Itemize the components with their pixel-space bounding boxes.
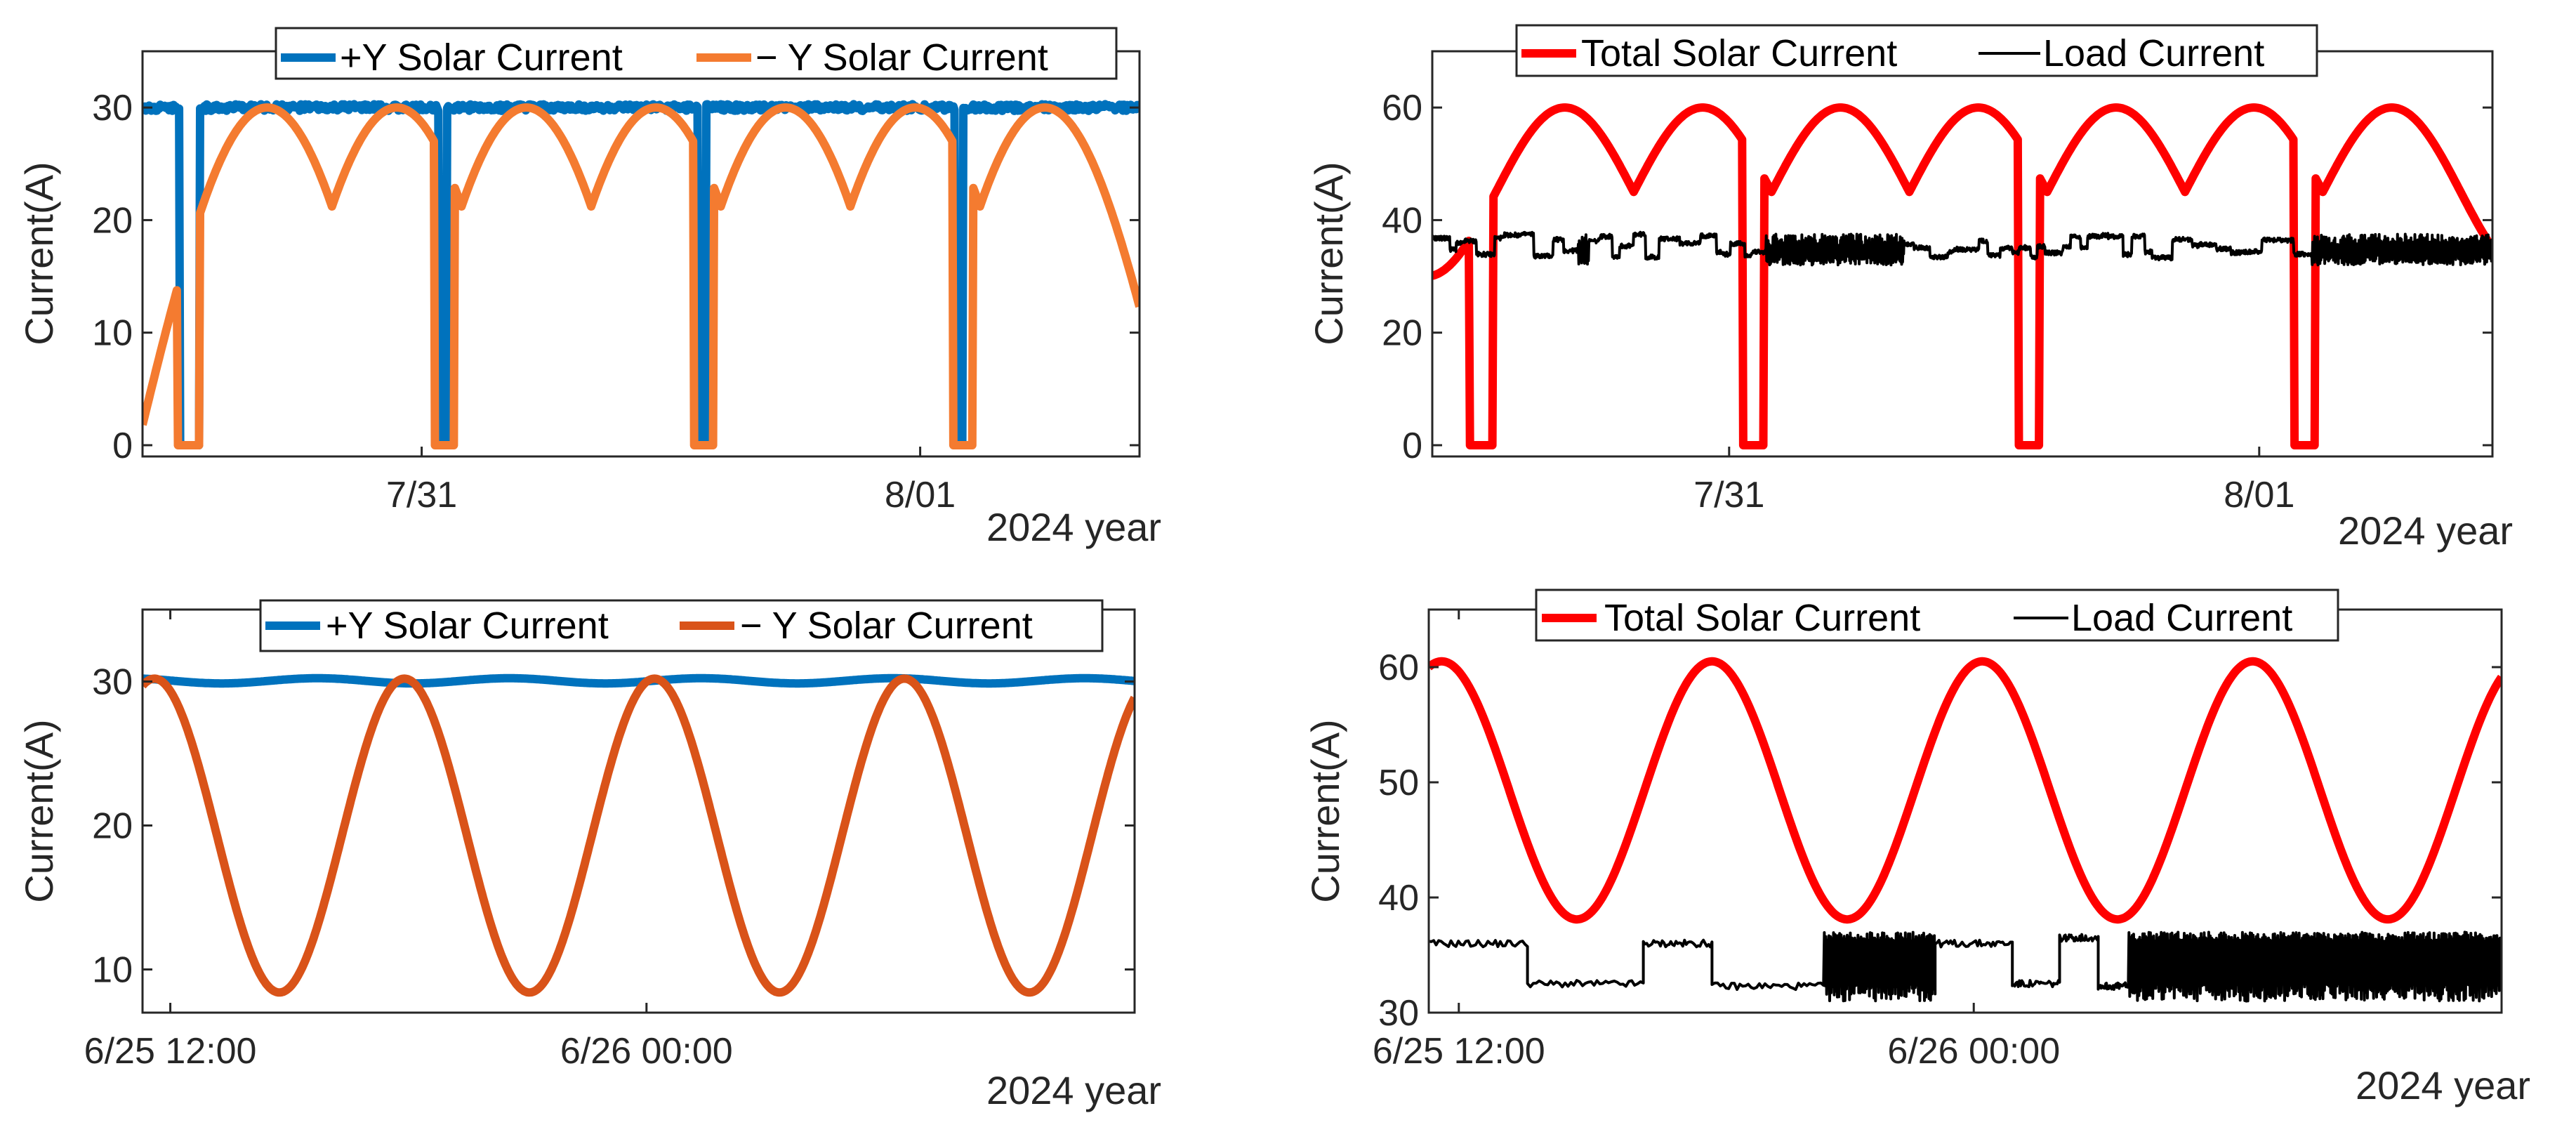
panel-top-right-year-label: 2024 year <box>2338 508 2513 553</box>
panel-top-left-legend-box <box>275 27 1118 80</box>
series-line-total-solar-current <box>1429 657 2502 924</box>
panel-bottom-right-legend: Total Solar Current Load Current <box>1535 588 2339 642</box>
y-tick-label: 20 <box>92 806 133 847</box>
x-tick-label: 8/01 <box>2224 475 2294 515</box>
y-tick-label: 60 <box>1378 647 1419 688</box>
legend-label-total-solar-2: Total Solar Current <box>1604 597 1920 639</box>
legend-label-minus-y-2: − Y Solar Current <box>740 605 1033 647</box>
panel-top-left-ylabel: Current(A) <box>17 162 61 345</box>
series-line-load-current <box>1432 230 2492 267</box>
panel-top-right-ylabel: Current(A) <box>1307 162 1351 345</box>
x-tick-label: 6/26 00:00 <box>1887 1031 2060 1072</box>
panel-bottom-right-ticks: 30 40 50 60 6/25 12:00 6/26 00:00 <box>1373 610 2502 1072</box>
y-tick-label: 30 <box>92 88 133 129</box>
panel-top-left-legend: +Y Solar Current − Y Solar Current <box>275 27 1118 80</box>
panel-top-right-legend: Total Solar Current Load Current <box>1515 24 2318 77</box>
series-line-y-solar-current <box>143 673 1135 688</box>
panel-top-right-series <box>1432 103 2492 449</box>
legend-label-plus-y-2: +Y Solar Current <box>326 605 609 647</box>
panel-bottom-right-legend-box <box>1535 588 2339 642</box>
x-tick-label: 7/31 <box>1693 475 1764 515</box>
y-tick-label: 60 <box>1382 88 1422 129</box>
series-line-load-current <box>1429 930 2502 1003</box>
y-tick-label: 30 <box>1378 993 1419 1034</box>
y-tick-label: 0 <box>1402 426 1422 466</box>
panel-bottom-left-ticks: 10 20 30 6/25 12:00 6/26 00:00 <box>84 610 1135 1072</box>
legend-label-load: Load Current <box>2043 32 2264 74</box>
series-line-total-solar-current <box>1432 103 2492 449</box>
x-tick-label: 8/01 <box>885 475 956 515</box>
panel-top-left-series <box>143 100 1140 449</box>
y-tick-label: 30 <box>92 662 133 703</box>
panel-bottom-right-ylabel: Current(A) <box>1303 719 1347 902</box>
y-tick-label: 40 <box>1378 878 1419 919</box>
panel-top-right-ticks: 0 20 40 60 7/31 8/01 <box>1382 51 2492 515</box>
panel-top-right: 0 20 40 60 7/31 8/01 Current(A) 2024 year Tot… <box>1307 24 2513 553</box>
panel-bottom-right-series <box>1429 657 2502 1003</box>
y-tick-label: 20 <box>1382 313 1422 354</box>
x-tick-label: 6/25 12:00 <box>84 1031 257 1072</box>
legend-label-plus-y: +Y Solar Current <box>340 37 623 79</box>
panel-bottom-left-legend: +Y Solar Current − Y Solar Current <box>259 599 1104 652</box>
panel-top-left-year-label: 2024 year <box>986 505 1161 549</box>
panel-bottom-left-ylabel: Current(A) <box>17 719 61 902</box>
legend-label-minus-y: − Y Solar Current <box>755 37 1048 79</box>
panel-top-right-legend-box <box>1515 24 2318 77</box>
y-tick-label: 40 <box>1382 200 1422 241</box>
y-tick-label: 0 <box>112 426 133 466</box>
series-line-y-solar-current <box>143 674 1135 997</box>
series-line-y-solar-current <box>143 100 1140 449</box>
panel-bottom-left: 10 20 30 6/25 12:00 6/26 00:00 Current(A) 20… <box>17 599 1161 1112</box>
y-tick-label: 10 <box>92 313 133 354</box>
legend-label-load-2: Load Current <box>2071 597 2292 639</box>
panel-bottom-left-year-label: 2024 year <box>986 1068 1161 1112</box>
panel-bottom-right-year-label: 2024 year <box>2356 1063 2530 1107</box>
series-line-y-solar-current <box>143 103 1140 449</box>
y-tick-label: 50 <box>1378 763 1419 803</box>
x-tick-label: 6/25 12:00 <box>1373 1031 1545 1072</box>
x-tick-label: 7/31 <box>386 475 457 515</box>
y-tick-label: 20 <box>92 200 133 241</box>
y-tick-label: 10 <box>92 950 133 991</box>
legend-label-total-solar: Total Solar Current <box>1581 32 1897 74</box>
panel-bottom-left-axes-box <box>141 608 1136 1014</box>
panel-top-left: 0 10 20 30 7/31 8/01 Current(A) 2024 year +Y … <box>17 27 1161 549</box>
panel-bottom-left-series <box>143 673 1135 997</box>
x-tick-label: 6/26 00:00 <box>560 1031 733 1072</box>
